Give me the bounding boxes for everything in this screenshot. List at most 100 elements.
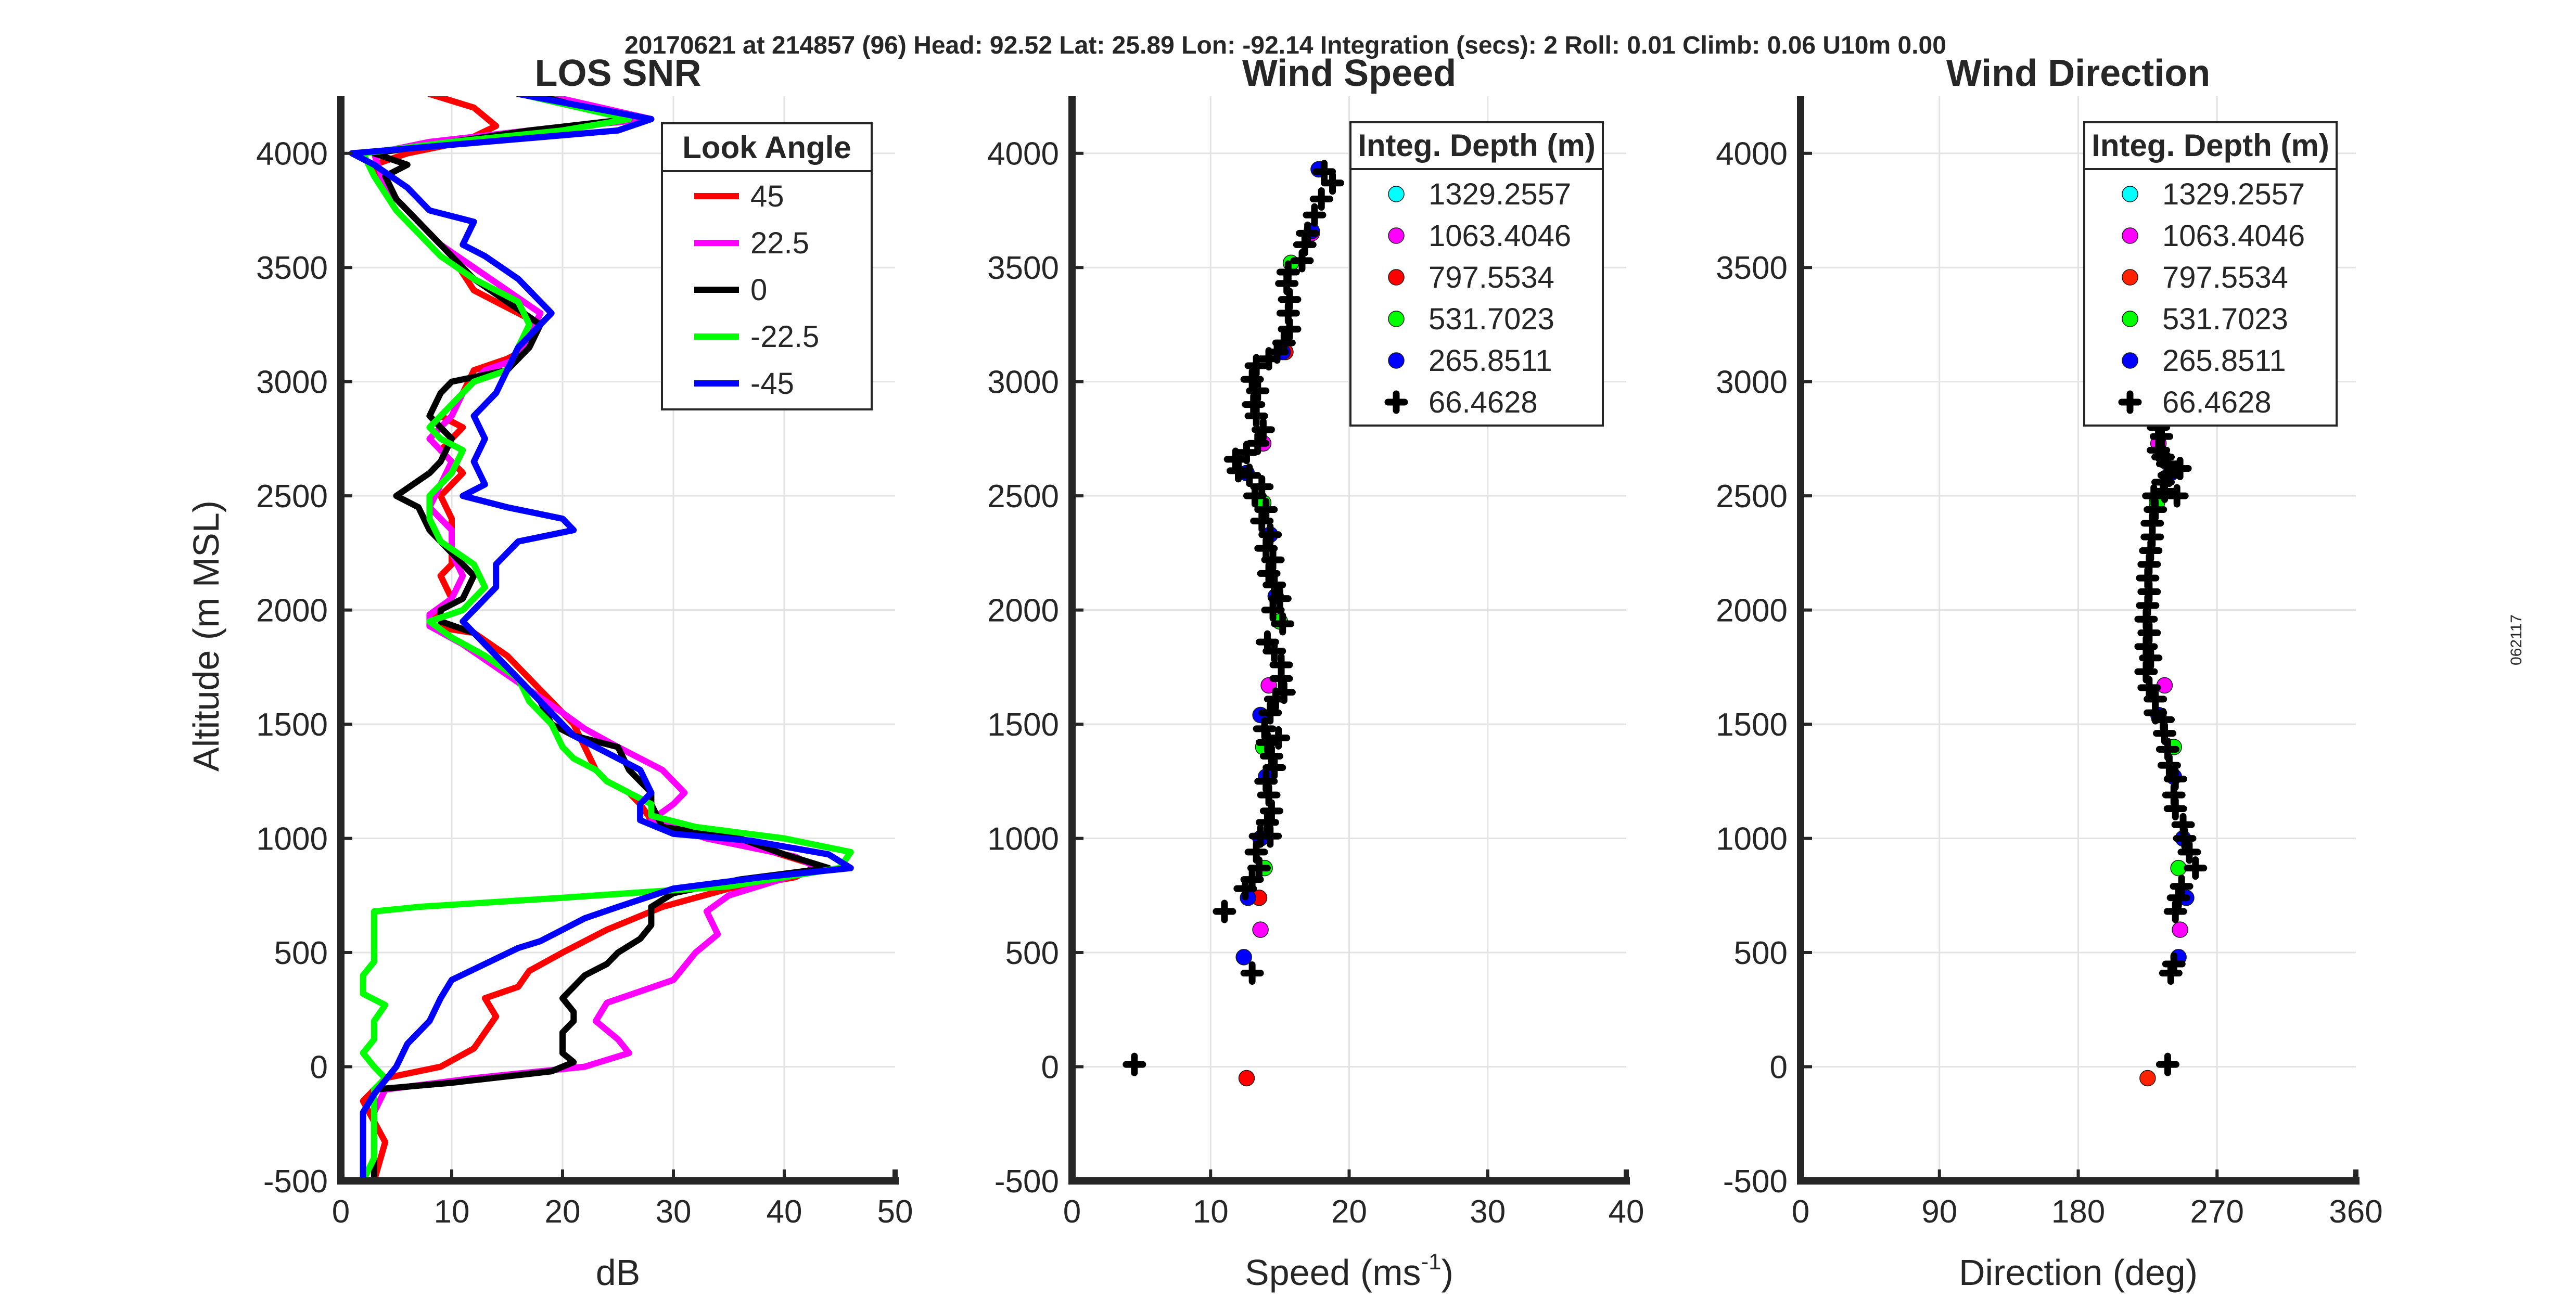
data-point-66-4628 — [1251, 418, 1275, 442]
snr-panel: 0 10 20 30 40 50-5000500100015002000250030003… — [186, 53, 913, 1293]
data-point-797-5534 — [1238, 1070, 1255, 1087]
data-point-66-4628 — [1290, 249, 1314, 273]
y-tick-label: 4000 — [256, 136, 328, 172]
legend-label-1329-2557: 1329.2557 — [2162, 177, 2305, 211]
data-point-66-4628 — [1255, 630, 1279, 654]
x-tick-label: 20 — [1331, 1194, 1367, 1230]
data-point-66-4628 — [1247, 856, 1271, 880]
data-point-66-4628 — [2168, 456, 2192, 480]
data-point-66-4628 — [1254, 497, 1278, 521]
data-point-66-4628 — [1250, 509, 1274, 533]
legend-swatch-1329-2557 — [2122, 186, 2138, 202]
legend-label-66-4628: 66.4628 — [2162, 385, 2272, 419]
data-point-66-4628 — [1240, 868, 1264, 892]
y-tick-label: 3000 — [987, 365, 1059, 401]
data-point-797-5534 — [2139, 1070, 2156, 1087]
y-tick-label: 2000 — [256, 593, 328, 629]
legend-swatch-66-4628 — [2118, 390, 2142, 414]
y-tick-label: 3500 — [1716, 250, 1788, 286]
legend-label-797-5534: 797.5534 — [1429, 261, 1554, 294]
x-tick-label: 90 — [1921, 1194, 1957, 1230]
data-point-66-4628 — [1242, 393, 1266, 417]
x-axis-label: Direction (deg) — [1959, 1252, 2198, 1293]
y-tick-label: 500 — [1005, 935, 1059, 971]
legend-label-797-5534: 797.5534 — [2162, 261, 2288, 294]
data-point-66-4628 — [2137, 676, 2161, 700]
x-tick-label: 0 — [1792, 1194, 1809, 1230]
plot-area — [2134, 415, 2208, 1087]
legend-swatch-265-8511 — [2122, 352, 2138, 369]
x-tick-label: 20 — [545, 1194, 581, 1230]
x-tick-label: 50 — [877, 1194, 913, 1230]
data-point-66-4628 — [1259, 799, 1283, 823]
y-tick-label: 1500 — [1716, 707, 1788, 743]
data-point-66-4628 — [1123, 1052, 1146, 1076]
y-tick-label: 0 — [1041, 1050, 1059, 1086]
data-point-66-4628 — [1271, 612, 1295, 636]
data-point-66-4628 — [1240, 367, 1264, 391]
x-tick-label: 10 — [434, 1194, 470, 1230]
y-tick-label: 500 — [1734, 935, 1788, 971]
legend-swatch-1063-4046 — [2122, 227, 2138, 244]
data-point-66-4628 — [1250, 475, 1274, 499]
legend: Look Angle 45 22.5 0 -22.5 -45 — [661, 122, 873, 410]
y-tick-label: 2500 — [1716, 479, 1788, 514]
data-point-66-4628 — [1269, 653, 1293, 677]
series-line-45 — [349, 96, 854, 1181]
data-point-66-4628 — [1244, 840, 1268, 864]
wind-speed-panel: 0 10 20 30 40-500050010001500200025003000350… — [987, 53, 1644, 1293]
data-point-66-4628 — [1258, 701, 1282, 725]
y-tick-label: 1500 — [987, 707, 1059, 743]
y-tick-label: -500 — [1723, 1164, 1788, 1200]
data-point-66-4628 — [2184, 856, 2208, 880]
x-axis-label: Speed (ms-1) — [1245, 1249, 1453, 1293]
legend-swatch-66-4628 — [1384, 390, 1408, 414]
y-tick-label: 3000 — [1716, 365, 1788, 401]
legend-label-1329-2557: 1329.2557 — [1429, 177, 1571, 211]
y-tick-label: 2000 — [1716, 593, 1788, 629]
data-point-66-4628 — [1261, 548, 1285, 572]
series-line-22-5 — [371, 96, 821, 1181]
legend-label-531-7023: 531.7023 — [2162, 302, 2288, 336]
plot-area — [349, 96, 854, 1181]
legend-label-265-8511: 265.8511 — [2162, 344, 2286, 378]
legend-label-531-7023: 531.7023 — [1429, 302, 1554, 336]
x-tick-label: 0 — [332, 1194, 350, 1230]
data-point-66-4628 — [1257, 561, 1281, 585]
data-point-66-4628 — [2156, 1052, 2179, 1076]
panel-title: LOS SNR — [534, 53, 701, 94]
data-point-66-4628 — [2163, 767, 2187, 791]
y-tick-label: 3500 — [987, 250, 1059, 286]
figure-header: 20170621 at 214857 (96) Head: 92.52 Lat:… — [624, 32, 1946, 59]
legend-label-66-4628: 66.4628 — [1429, 385, 1538, 419]
data-point-1063-4046 — [2172, 921, 2188, 938]
legend-label-45: -45 — [750, 367, 794, 401]
series-line-0 — [371, 96, 832, 1181]
data-point-66-4628 — [2177, 840, 2201, 864]
legend-label-0: 0 — [750, 273, 767, 307]
legend-swatch-531-7023 — [2122, 311, 2138, 327]
y-tick-label: -500 — [994, 1164, 1059, 1200]
x-tick-label: 270 — [2190, 1194, 2244, 1230]
data-point-66-4628 — [1312, 160, 1336, 184]
data-point-66-4628 — [2171, 813, 2195, 837]
data-point-66-4628 — [1234, 441, 1258, 465]
data-point-66-4628 — [1303, 203, 1327, 227]
legend: Integ. Depth (m) 1329.2557 1063.4046 797.55… — [1349, 121, 1604, 427]
data-point-1063-4046 — [1252, 921, 1269, 938]
data-point-265-8511 — [1235, 949, 1252, 966]
y-tick-label: 4000 — [1716, 136, 1788, 172]
wind-direction-panel: 0 90 180 270 360-500050010001500200025003000… — [1716, 53, 2383, 1293]
data-point-66-4628 — [1268, 587, 1292, 611]
legend: Integ. Depth (m) 1329.2557 1063.4046 797.55… — [2083, 121, 2338, 427]
y-axis-label: Altitude (m MSL) — [186, 500, 226, 771]
data-point-66-4628 — [1254, 536, 1278, 560]
series-line-22-5 — [360, 96, 854, 1181]
y-tick-label: 0 — [310, 1050, 328, 1086]
legend-label-1063-4046: 1063.4046 — [1429, 219, 1571, 253]
y-tick-label: 1000 — [256, 821, 328, 857]
data-point-66-4628 — [1258, 523, 1282, 547]
legend-title: Look Angle — [682, 130, 851, 165]
data-point-66-4628 — [1309, 187, 1333, 211]
data-point-66-4628 — [1244, 354, 1268, 378]
